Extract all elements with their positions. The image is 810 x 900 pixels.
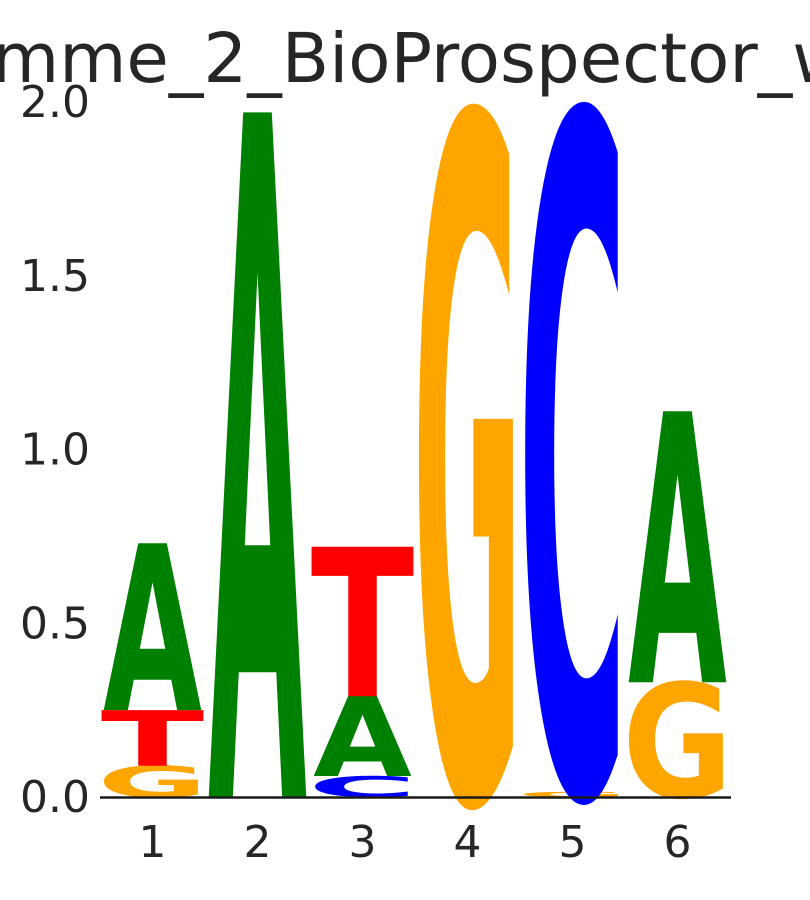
y-tick-label: 1.5 [20,251,90,302]
x-tick-label: 1 [139,817,167,868]
y-tick-label: 0.0 [20,772,90,823]
x-tick-label: 3 [349,817,377,868]
chart-title: mme_2_BioProspector_w6 [0,19,810,99]
logo-letter-A: A [103,498,202,765]
logo-letter-G: G [622,651,733,835]
logo-letter-A: A [208,0,308,900]
logo-letter-G: G [97,757,208,807]
logo-letter-T: T [101,696,205,784]
y-tick-label: 1.0 [20,425,90,476]
logo-letter-G: G [517,790,628,798]
logo-letter-C: C [518,0,628,900]
y-tick-label: 0.5 [20,598,90,649]
logo-letter-G: G [412,0,523,900]
x-tick-label: 4 [454,817,482,868]
logo-letter-A: A [313,676,412,803]
y-axis-tick-labels: 0.0 0.5 1.0 1.5 2.0 [20,77,90,823]
logo-letter-T: T [311,506,414,745]
x-tick-label: 6 [664,817,692,868]
y-tick-label: 2.0 [20,77,90,128]
x-tick-label: 2 [244,817,272,868]
logo-letter-A: A [628,337,728,770]
x-axis-tick-labels: 1 2 3 4 5 6 [139,817,692,868]
x-tick-label: 5 [559,817,587,868]
